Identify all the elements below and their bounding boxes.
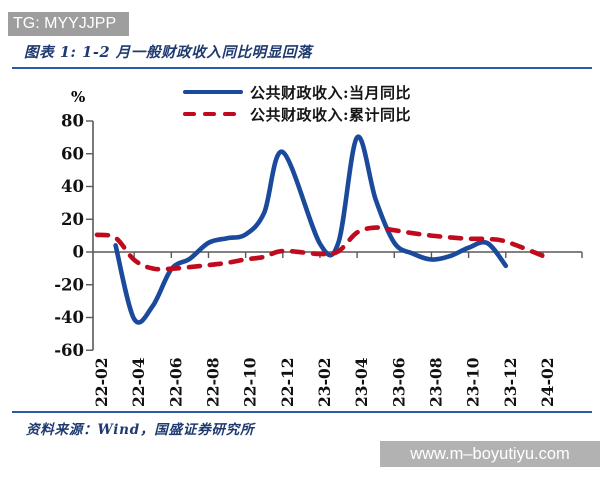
legend-sample-cumulative xyxy=(183,111,243,117)
legend-item-cumulative: 公共财政收入:累计同比 xyxy=(183,103,411,125)
dash-swatch xyxy=(183,111,196,117)
x-tick-label: 23-06 xyxy=(389,357,408,407)
y-tick-label: 20 xyxy=(61,210,84,229)
chart-legend: 公共财政收入:当月同比 公共财政收入:累计同比 xyxy=(183,81,411,125)
x-tick-label: 22-10 xyxy=(241,357,260,407)
dash-swatch xyxy=(203,111,216,117)
dash-swatch xyxy=(223,111,236,117)
x-tick-label: 23-08 xyxy=(426,357,445,407)
x-tick-label: 23-12 xyxy=(501,357,520,407)
y-axis-unit-label: % xyxy=(71,88,86,106)
y-tick-label: -20 xyxy=(54,275,84,294)
x-tick-label: 23-02 xyxy=(315,357,334,407)
x-tick-label: 23-10 xyxy=(464,357,483,407)
x-tick-label: 23-04 xyxy=(352,357,371,407)
watermark-text: www.m–boyutiyu.com xyxy=(410,444,570,463)
y-tick-label: 60 xyxy=(61,144,84,163)
x-tick-label: 24-02 xyxy=(538,357,557,407)
y-tick-label: 0 xyxy=(73,243,84,262)
y-tick-label: 40 xyxy=(61,177,84,196)
x-tick-label: 22-08 xyxy=(204,357,223,407)
watermark-box: www.m–boyutiyu.com xyxy=(380,441,600,467)
top-divider xyxy=(12,67,592,70)
solid-line-swatch xyxy=(183,89,243,95)
series-line-monthly-yoy xyxy=(113,134,509,325)
legend-item-monthly: 公共财政收入:当月同比 xyxy=(183,81,411,103)
source-note: 资料来源：Wind，国盛证券研究所 xyxy=(26,422,255,438)
legend-label-cumulative: 公共财政收入:累计同比 xyxy=(250,105,412,124)
x-tick-label: 22-06 xyxy=(166,357,185,407)
y-tick-label: 80 xyxy=(61,112,84,131)
x-tick-label: 22-04 xyxy=(129,357,148,407)
legend-label-monthly: 公共财政收入:当月同比 xyxy=(250,83,412,102)
x-tick-label: 22-02 xyxy=(92,357,111,407)
figure-title: 图表 1: 1-2 月一般财政收入同比明显回落 xyxy=(24,44,313,61)
x-tick-label: 22-12 xyxy=(278,357,297,407)
y-tick-label: -40 xyxy=(54,308,84,327)
bottom-divider xyxy=(12,411,592,414)
legend-sample-monthly xyxy=(183,89,243,95)
tag-text: TG: MYYJJPP xyxy=(13,15,117,32)
y-tick-label: -60 xyxy=(54,341,84,360)
series-line-cumulative-yoy xyxy=(94,225,546,272)
tag-box: TG: MYYJJPP xyxy=(8,12,129,36)
